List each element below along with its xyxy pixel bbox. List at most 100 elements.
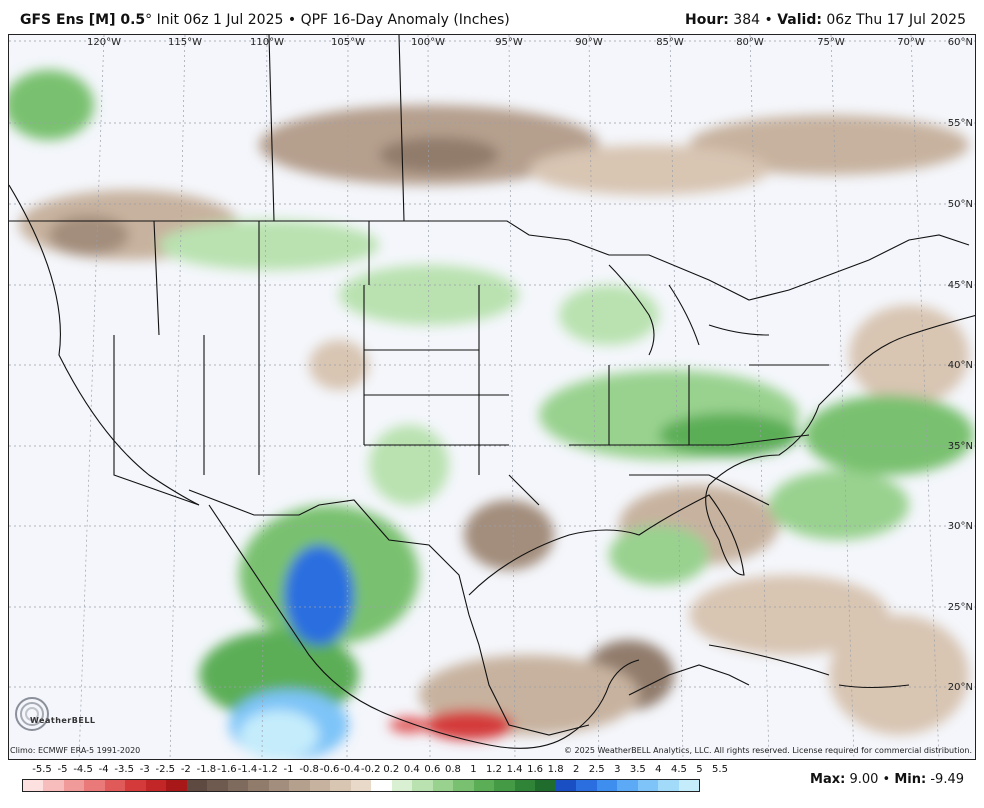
colorbar-label: 4.5	[670, 764, 687, 775]
colorbar-label: 0.8	[444, 764, 461, 775]
anomaly-map: 120°W 115°W 110°W 105°W 100°W 95°W 90°W …	[9, 35, 975, 759]
dry-area	[379, 137, 499, 173]
colorbar-swatch	[227, 780, 249, 791]
colorbar-label: 4	[655, 764, 662, 775]
colorbar-label: -1.6	[217, 764, 237, 775]
lat-label: 40°N	[948, 360, 973, 371]
state-lines-east	[569, 364, 829, 506]
colorbar-label: 3	[614, 764, 621, 775]
title: GFS Ens [M] 0.5° Init 06z 1 Jul 2025 • Q…	[20, 12, 510, 28]
colorbar-swatch	[514, 780, 536, 791]
colorbar-label: 1.4	[506, 764, 523, 775]
colorbar-label: -1.8	[196, 764, 217, 775]
wet-area	[609, 525, 709, 585]
wet-area	[659, 413, 799, 457]
lon-label: 95°W	[495, 37, 523, 48]
lat-label: 30°N	[948, 521, 973, 532]
maxmin-bullet: •	[882, 772, 891, 787]
colorbar-label: 2	[572, 764, 580, 775]
max-value: 9.00	[849, 772, 879, 787]
valid-value: 06z Thu 17 Jul 2025	[826, 12, 966, 28]
colorbar-label: 1	[470, 764, 477, 775]
colorbar-swatch	[125, 780, 146, 791]
valid-bullet: •	[764, 12, 773, 28]
us-mexico-border	[188, 489, 590, 736]
lat-label: 25°N	[948, 602, 973, 613]
colorbar-label: -2.5	[155, 764, 176, 775]
dry-area	[689, 115, 969, 175]
min-value: -9.49	[930, 772, 964, 787]
colorbar-swatch	[186, 780, 208, 791]
valid-label: Valid:	[777, 12, 822, 28]
colorbar-label: -4.5	[73, 764, 93, 775]
colorbar-label: 1.2	[486, 764, 502, 775]
colorbar-label: 3.5	[629, 764, 646, 775]
colorbar-label: 5	[696, 764, 703, 775]
colorbar-swatch	[637, 780, 659, 791]
colorbar-swatch	[309, 780, 331, 791]
init-time: Init 06z 1 Jul 2025	[156, 12, 284, 28]
colorbar-swatch	[576, 780, 597, 791]
weatherbell-logo-icon	[15, 697, 49, 731]
wet-area	[159, 220, 379, 270]
colorbar-swatch	[145, 780, 167, 791]
lat-label: 35°N	[948, 441, 973, 452]
lat-label: 20°N	[948, 682, 973, 693]
colorbar	[22, 779, 700, 792]
colorbar-swatch	[84, 780, 105, 791]
colorbar-swatch	[330, 780, 351, 791]
lon-label: 105°W	[331, 37, 365, 48]
colorbar-swatch	[104, 780, 126, 791]
colorbar-label: 1.6	[527, 764, 544, 775]
colorbar-label: 0.6	[424, 764, 441, 775]
copyright-note: © 2025 WeatherBELL Analytics, LLC. All r…	[564, 746, 972, 755]
colorbar-swatch	[473, 780, 495, 791]
logo-text: WeatherBELL	[30, 716, 96, 725]
colorbar-swatch	[268, 780, 290, 791]
colorbar-label: -0.8	[299, 764, 319, 775]
colorbar-swatch	[658, 780, 679, 791]
us-canada-border	[9, 220, 970, 301]
great-lakes	[608, 264, 770, 356]
max-label: Max:	[810, 772, 846, 787]
wet-area	[769, 470, 909, 540]
colorbar-label: -5.5	[32, 764, 52, 775]
colorbar-swatch	[617, 780, 638, 791]
lon-label: 80°W	[736, 37, 764, 48]
colorbar-label: -1.2	[258, 764, 278, 775]
pacific-coast	[9, 184, 200, 506]
colorbar-label: 0.4	[403, 764, 420, 775]
mexico-coast	[208, 504, 640, 749]
dry-area	[849, 305, 969, 405]
colorbar-swatch	[432, 780, 454, 791]
wet-area	[804, 395, 974, 475]
map-panel: 120°W 115°W 110°W 105°W 100°W 95°W 90°W …	[8, 34, 976, 760]
colorbar-swatch	[63, 780, 85, 791]
colorbar-label: -3.5	[114, 764, 134, 775]
lon-label: 120°W	[87, 37, 121, 48]
colorbar-label: 2.5	[588, 764, 605, 775]
dry-area	[464, 500, 554, 570]
colorbar-swatch	[453, 780, 474, 791]
state-lines-west	[113, 335, 200, 506]
colorbar-swatch	[23, 780, 44, 791]
graticule	[9, 35, 975, 759]
colorbar-label: -5	[57, 764, 68, 775]
hour-value: 384	[733, 12, 761, 28]
colorbar-labels: -5.5 -5 -4.5 -4 -3.5 -3 -2.5 -2 -1.8 -1.6 -1.4 -1.2…	[30, 764, 728, 778]
colorbar-label: -4	[98, 764, 109, 775]
model-name: GFS Ens [M] 0.5	[20, 12, 146, 28]
lon-label: 85°W	[656, 37, 684, 48]
dry-area	[689, 575, 889, 655]
latitude-labels: 60°N 55°N 50°N 45°N 40°N 35°N 30°N 25°N …	[948, 37, 973, 693]
lon-label: 70°W	[897, 37, 925, 48]
product-name: QPF 16-Day Anomaly (Inches)	[300, 12, 510, 28]
dry-area	[829, 615, 969, 735]
header: GFS Ens [M] 0.5° Init 06z 1 Jul 2025 • Q…	[0, 0, 984, 34]
climo-note: Climo: ECMWF ERA-5 1991-2020	[10, 746, 141, 755]
wet-area	[559, 285, 659, 345]
hour-label: Hour:	[685, 12, 729, 28]
colorbar-label: -0.2	[360, 764, 381, 775]
min-label: Min:	[894, 772, 927, 787]
lon-label: 115°W	[168, 37, 202, 48]
